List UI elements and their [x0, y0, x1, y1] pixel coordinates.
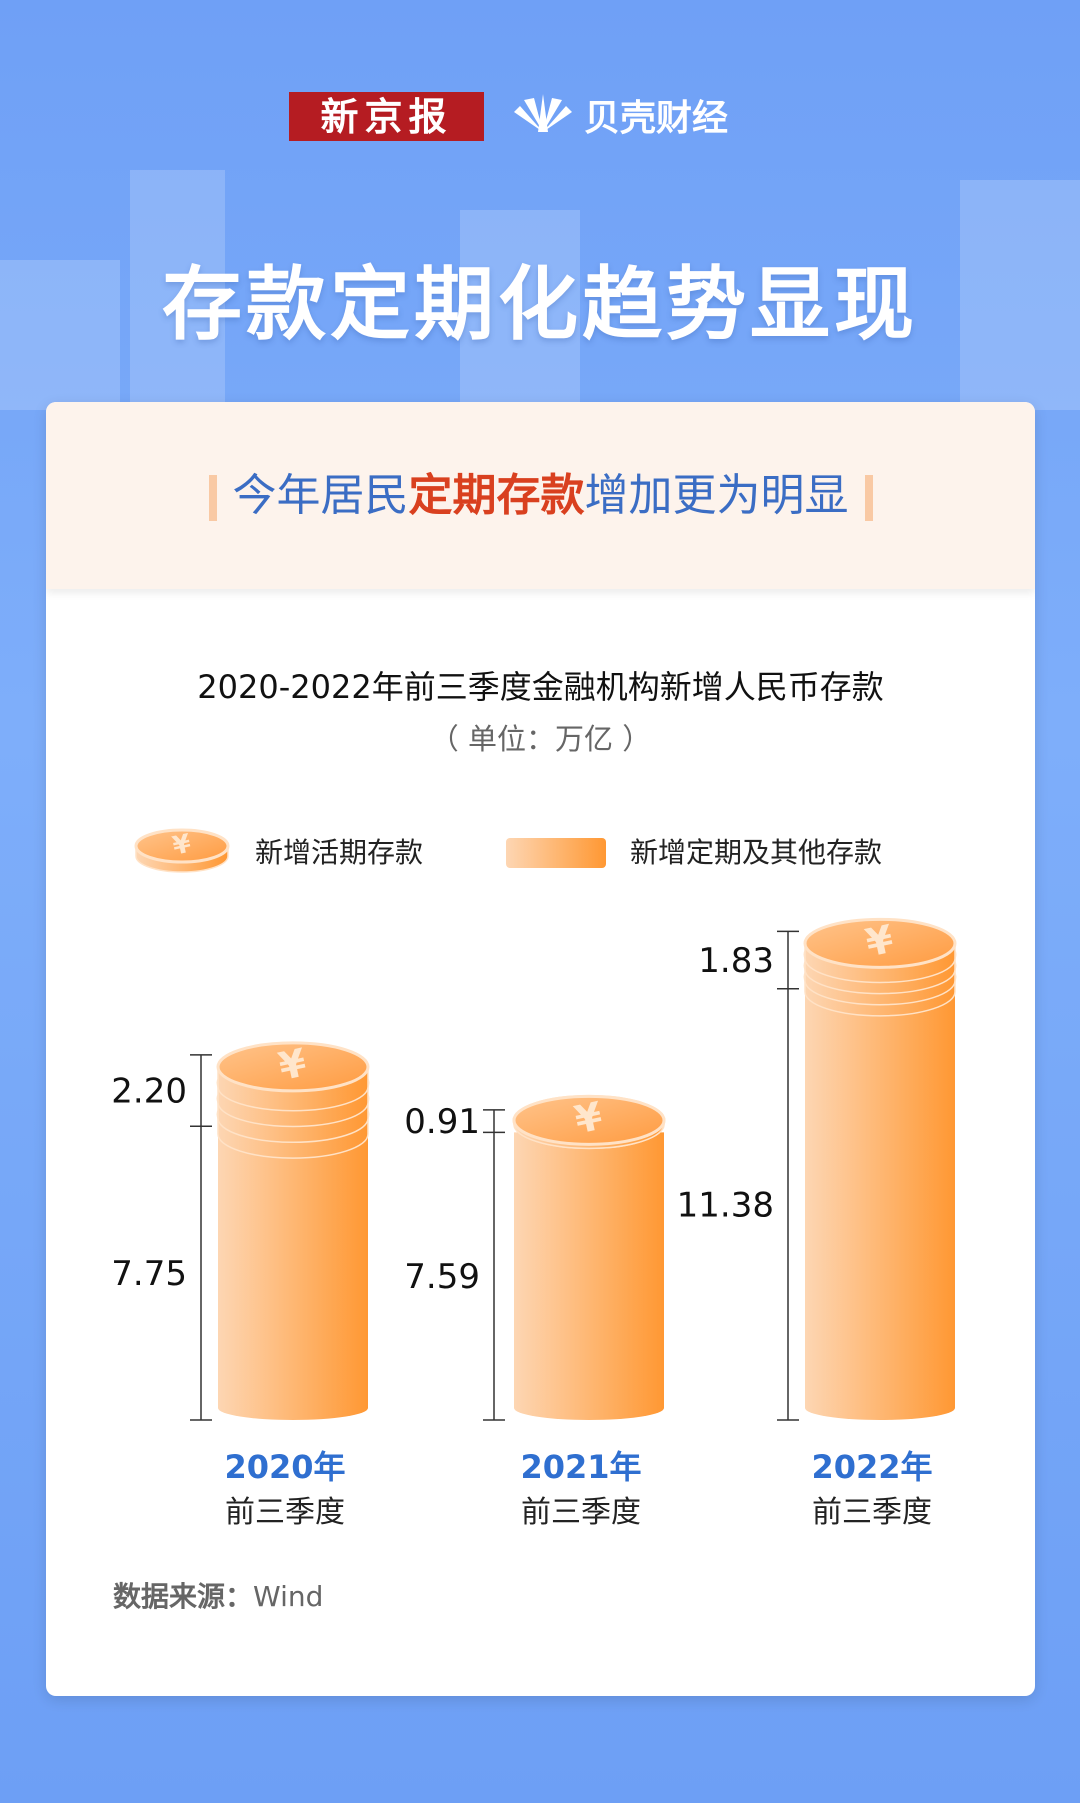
xinjingbao-logo: 新京报 [289, 92, 484, 141]
bar-time-deposit [514, 1132, 664, 1420]
shell-icon [514, 94, 572, 132]
subtitle-post: 增加更为明显 [584, 470, 849, 521]
beike-logo-text: 贝壳财经 [584, 98, 729, 139]
legend-cylinder-icon [506, 838, 606, 868]
bar-demand-coin-top [803, 917, 957, 969]
category-year: 2021年 [520, 1448, 641, 1486]
category-year: 2020年 [224, 1448, 345, 1486]
bar-time-deposit [218, 1126, 368, 1420]
category-period: 前三季度 [521, 1495, 641, 1530]
chart-unit: （ 单位：万亿 ） [429, 722, 652, 756]
beike-finance-logo: 贝壳财经 [510, 90, 728, 140]
building-decoration [0, 260, 120, 410]
value-label-time: 11.38 [677, 1185, 774, 1225]
value-label-time: 7.75 [111, 1254, 187, 1294]
legend-label-demand: 新增活期存款 [255, 836, 423, 869]
data-source-label: 数据来源： [113, 1580, 254, 1613]
yuan-icon: ¥ [170, 829, 194, 862]
category-period: 前三季度 [812, 1495, 932, 1530]
legend-coin-icon-top [134, 828, 230, 864]
legend-label-time: 新增定期及其他存款 [630, 836, 882, 869]
bar-demand-coin-top [216, 1041, 370, 1093]
bar-demand-coin-top [512, 1094, 666, 1146]
data-source: 数据来源：Wind [113, 1575, 323, 1615]
data-source-value: Wind [253, 1580, 324, 1613]
value-label-time: 7.59 [404, 1257, 480, 1297]
value-label-demand: 1.83 [698, 941, 774, 981]
category-year: 2022年 [811, 1448, 932, 1486]
building-decoration [130, 170, 225, 410]
value-label-demand: 0.91 [404, 1102, 480, 1142]
building-decoration [960, 180, 1080, 410]
chart-title: 2020-2022年前三季度金融机构新增人民币存款 [197, 668, 884, 706]
value-label-demand: 2.20 [111, 1072, 187, 1112]
page-title: 存款定期化趋势显现 [162, 258, 918, 351]
bar-time-deposit [805, 988, 955, 1420]
subtitle-bar-right [864, 475, 873, 521]
building-decoration [460, 210, 580, 410]
subtitle-pre: 今年居民 [232, 470, 409, 521]
subtitle-bar-left [208, 475, 217, 521]
subtitle-band: 今年居民定期存款增加更为明显 [46, 402, 1035, 589]
subtitle-highlight: 定期存款 [408, 470, 585, 521]
category-period: 前三季度 [225, 1495, 345, 1530]
subtitle: 今年居民定期存款增加更为明显 [46, 468, 1035, 524]
